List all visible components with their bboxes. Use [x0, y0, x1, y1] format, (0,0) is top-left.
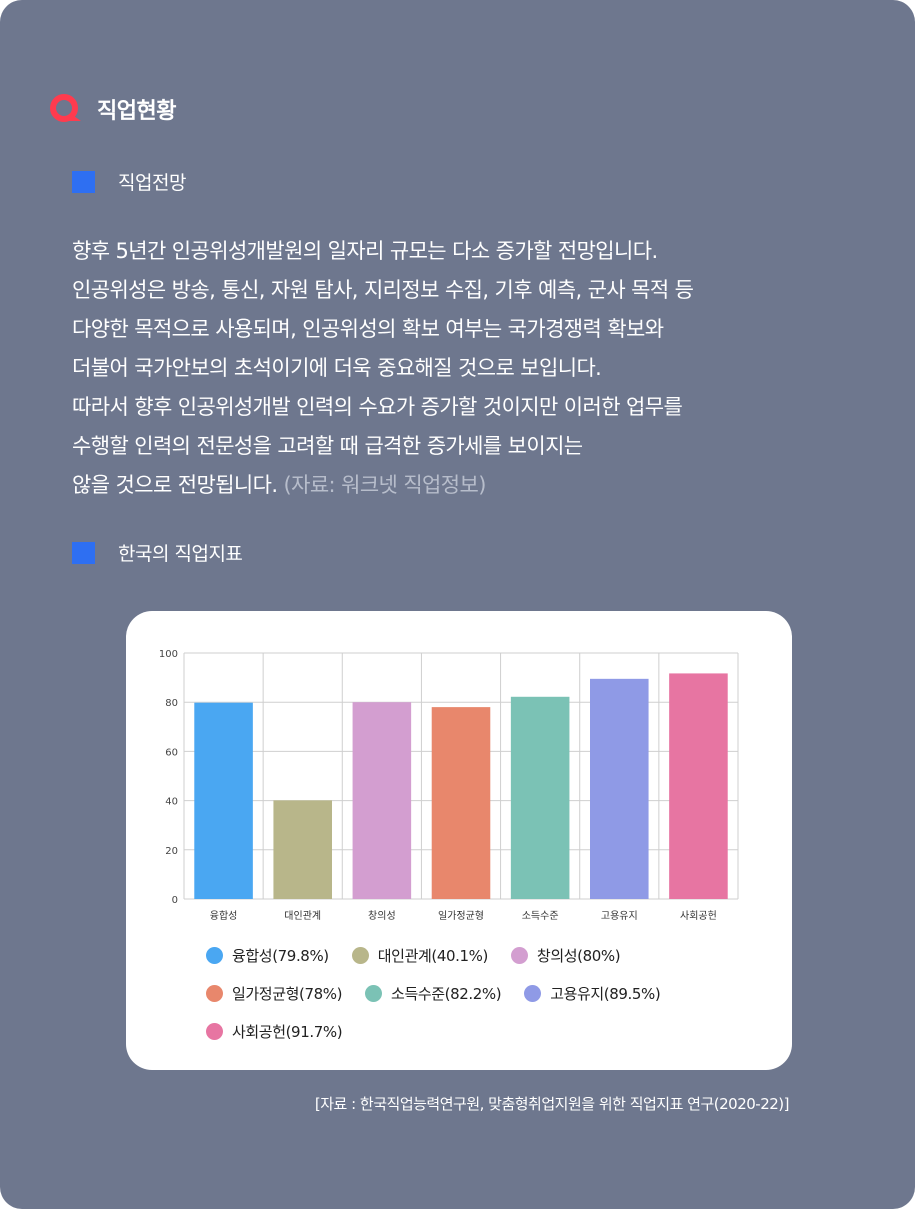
legend-label: 일가정균형(78%) [232, 984, 343, 1003]
legend-dot-icon [206, 1022, 223, 1040]
x-tick-label: 사회공헌 [680, 910, 717, 922]
x-tick-label: 고용유지 [601, 910, 638, 922]
square-bullet-icon [72, 541, 95, 564]
y-tick-label: 80 [165, 698, 178, 709]
bar [590, 678, 649, 899]
bar [669, 673, 728, 899]
footer-source: [자료 : 한국직업능력연구원, 맞춤형취업지원을 위한 직업지표 연구(202… [314, 1095, 790, 1113]
legend-item: 일가정균형(78%) [206, 983, 342, 1004]
header: 직업현황 [50, 93, 176, 125]
section-title-outlook: 직업전망 [118, 172, 186, 194]
legend-dot-icon [510, 946, 528, 964]
bar [273, 800, 332, 899]
legend-row: 사회공헌(91.7%) [206, 1012, 766, 1050]
body-line: 따라서 향후 인공위성개발 인력의 수요가 증가할 것이지만 이러한 업무를 [72, 395, 683, 419]
legend-row: 일가정균형(78%) 소득수준(82.2%) 고용유지(89.5%) [206, 974, 766, 1012]
body-line: 수행할 인력의 전문성을 고려할 때 급격한 증가세를 보이지는 [72, 434, 583, 458]
bar [510, 696, 570, 899]
body-last-text: 않을 것으로 전망됩니다. [72, 473, 278, 497]
legend-label: 사회공헌(91.7%) [232, 1022, 343, 1041]
legend-dot-icon [206, 946, 223, 964]
legend-dot-icon [206, 984, 223, 1002]
square-bullet-icon [72, 170, 95, 193]
legend-dot-icon [365, 984, 383, 1002]
body-text: 향후 5년간 인공위성개발원의 일자리 규모는 다소 증가할 전망입니다. 인공… [72, 232, 852, 505]
legend-dot-icon [351, 946, 369, 964]
legend-item: 고용유지(89.5%) [524, 983, 661, 1004]
legend-label: 소득수준(82.2%) [391, 984, 502, 1003]
chart-legend: 융합성(79.8%) 대인관계(40.1%) 창의성(80%) 일가정균형(78%) 소… [206, 936, 766, 1050]
body-line: 다양한 목적으로 사용되며, 인공위성의 확보 여부는 국가경쟁력 확보와 [72, 317, 664, 341]
legend-item: 대인관계(40.1%) [351, 945, 489, 966]
legend-dot-icon [524, 984, 542, 1002]
bar [431, 707, 491, 899]
bar-chart: 0 20 40 60 80 100 융합성 대인관계 창의성 일가정균형 소득수준 고용유지 사회공헌 [159, 649, 739, 922]
y-tick-label: 20 [165, 846, 178, 857]
legend-row: 융합성(79.8%) 대인관계(40.1%) 창의성(80%) [206, 936, 766, 974]
legend-item: 창의성(80%) [510, 945, 621, 966]
search-icon [50, 94, 81, 122]
x-tick-label: 창의성 [368, 910, 396, 922]
legend-label: 융합성(79.8%) [232, 946, 329, 965]
y-tick-label: 40 [165, 797, 178, 808]
section-outlook: 직업전망 [72, 168, 186, 195]
y-tick-label: 60 [165, 747, 178, 758]
bar [352, 702, 412, 899]
legend-label: 대인관계(40.1%) [377, 946, 489, 965]
bar [194, 702, 253, 899]
legend-label: 고용유지(89.5%) [550, 984, 661, 1003]
y-tick-label: 100 [159, 649, 178, 660]
body-line: 향후 5년간 인공위성개발원의 일자리 규모는 다소 증가할 전망입니다. [72, 239, 658, 263]
page-title: 직업현황 [97, 99, 176, 124]
body-line-last: 않을 것으로 전망됩니다. (자료: 워크넷 직업정보) [72, 466, 852, 505]
body-source: (자료: 워크넷 직업정보) [277, 473, 487, 497]
body-line: 인공위성은 방송, 통신, 자원 탐사, 지리정보 수집, 기후 예측, 군사 … [72, 278, 694, 302]
x-tick-label: 대인관계 [284, 910, 321, 922]
y-tick-label: 0 [172, 895, 178, 906]
legend-item: 소득수준(82.2%) [365, 983, 502, 1004]
chart-card: 0 20 40 60 80 100 융합성 대인관계 창의성 일가정균형 소득수준 고용유지 사회공헌 … [126, 611, 792, 1070]
legend-item: 사회공헌(91.7%) [206, 1021, 343, 1042]
section-title-indicators: 한국의 직업지표 [118, 543, 243, 565]
x-tick-label: 융합성 [210, 910, 238, 922]
x-tick-label: 소득수준 [522, 910, 559, 922]
x-tick-label: 일가정균형 [438, 910, 484, 922]
legend-label: 창의성(80%) [536, 946, 621, 965]
section-indicators: 한국의 직업지표 [72, 539, 243, 566]
body-line: 더불어 국가안보의 초석이기에 더욱 중요해질 것으로 보입니다. [72, 356, 602, 380]
legend-item: 융합성(79.8%) [206, 945, 329, 966]
